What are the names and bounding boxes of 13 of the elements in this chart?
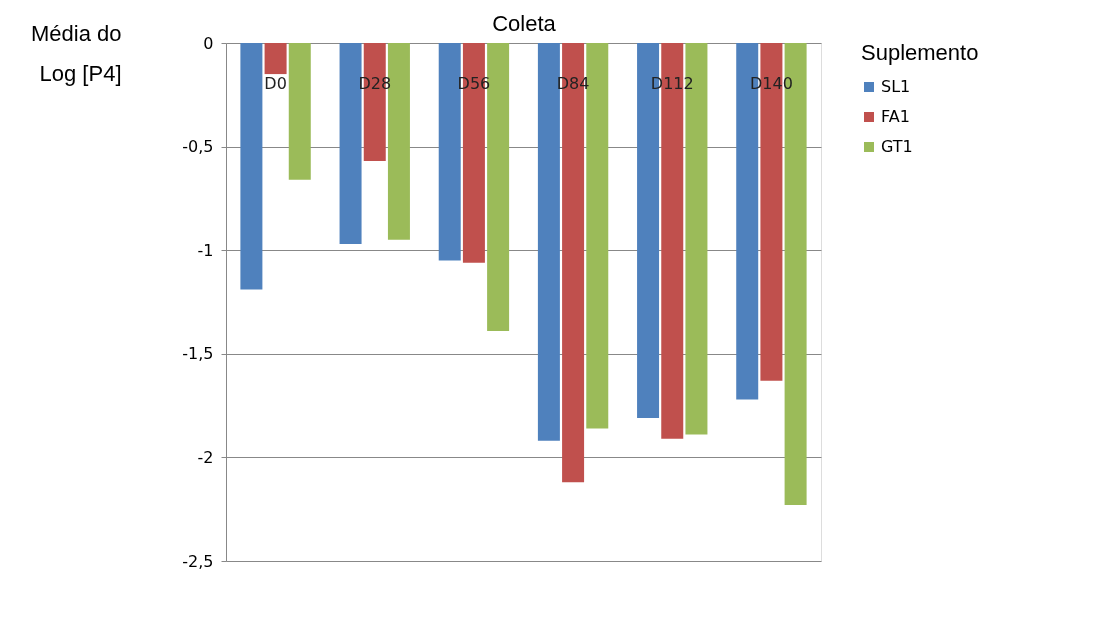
x-tick-label: D0 [264,73,287,93]
y-tick-label: -1,5 [182,344,214,364]
y-tick-label: -2,5 [182,551,214,571]
legend-title: Suplemento [861,40,979,65]
y-tick-label: -2 [197,447,214,467]
y-axis-title: Média do Log [P4] [30,20,122,86]
y-tick-label: 0 [203,33,214,53]
legend-label: GT1 [881,137,913,156]
x-axis-title: Coleta [492,10,557,36]
legend-label: SL1 [881,77,911,96]
y-tick-label: -1 [197,240,214,260]
y-tick-label: -0,5 [182,137,214,157]
legend-label: FA1 [881,107,910,126]
